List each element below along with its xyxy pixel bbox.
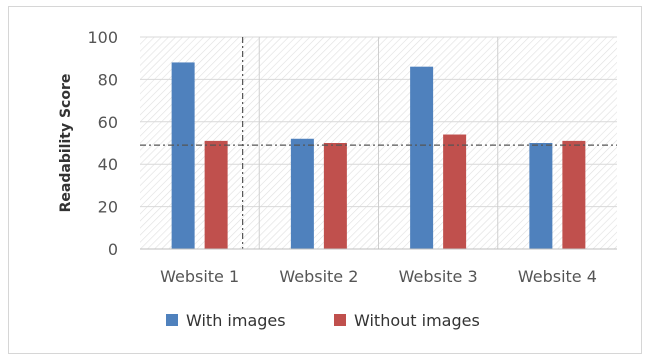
y-tick-label: 40 xyxy=(98,155,118,174)
x-tick-label: Website 3 xyxy=(399,267,478,286)
bar xyxy=(171,62,195,249)
bar xyxy=(323,143,347,249)
bar xyxy=(410,66,434,250)
y-tick-label: 100 xyxy=(87,28,118,47)
legend-label: Without images xyxy=(354,311,480,330)
y-axis-title: Readability Score xyxy=(58,74,74,213)
y-tick-label: 60 xyxy=(98,113,118,132)
legend-label: With images xyxy=(186,311,286,330)
bar xyxy=(443,134,467,249)
bar xyxy=(529,143,553,249)
bar xyxy=(204,140,228,249)
legend-swatch xyxy=(166,314,178,326)
y-tick-label: 20 xyxy=(98,198,118,217)
y-tick-label: 0 xyxy=(108,240,118,259)
legend-swatch xyxy=(334,314,346,326)
bar xyxy=(562,140,586,249)
bar xyxy=(290,138,314,249)
x-tick-label: Website 1 xyxy=(160,267,239,286)
x-tick-label: Website 4 xyxy=(518,267,597,286)
y-tick-label: 80 xyxy=(98,70,118,89)
x-tick-label: Website 2 xyxy=(279,267,358,286)
